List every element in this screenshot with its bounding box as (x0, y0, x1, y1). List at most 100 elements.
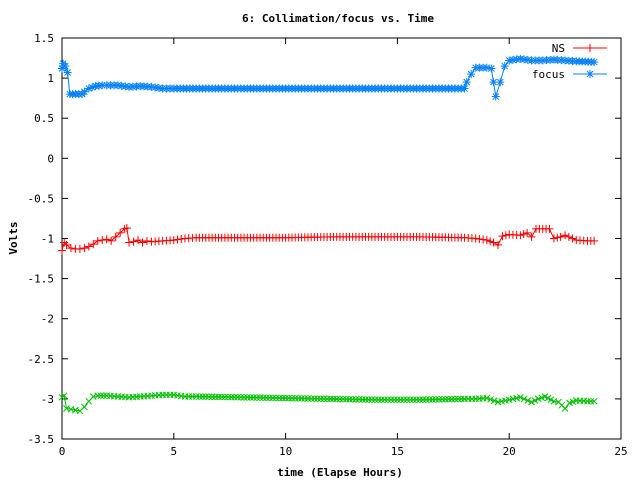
data-point (490, 397, 498, 405)
data-point (259, 394, 267, 402)
data-point (462, 78, 471, 87)
data-point (231, 393, 238, 401)
data-point (291, 394, 299, 402)
data-point (346, 395, 353, 403)
data-point (523, 228, 532, 237)
axis-ticks: 0 5 10 15 20 25 -3.5 -3 -2.5 -2 -1.5 -1 -0.5 0 0.5 1 1.5 (28, 32, 628, 458)
data-point (240, 393, 248, 401)
data-point (310, 395, 318, 402)
y-tick-label: 0 (47, 152, 54, 165)
data-point (355, 396, 363, 403)
data-point (422, 396, 430, 403)
data-point (323, 395, 331, 403)
legend-marker (586, 70, 594, 78)
data-point (61, 62, 70, 71)
data-point (487, 396, 494, 403)
data-point (524, 397, 532, 404)
data-point (482, 236, 491, 245)
data-point (256, 394, 264, 401)
data-point (519, 230, 528, 239)
data-point (177, 235, 186, 244)
data-point (98, 236, 107, 245)
data-point (429, 396, 436, 403)
data-point (89, 240, 98, 249)
x-tick-label: 25 (614, 445, 627, 458)
data-point (564, 232, 573, 241)
data-point (266, 394, 273, 402)
data-point (142, 236, 151, 245)
data-point (498, 232, 507, 241)
data-point (501, 231, 510, 240)
data-point (387, 396, 395, 404)
data-point (432, 396, 440, 403)
data-point (568, 234, 577, 243)
data-point (317, 395, 325, 403)
data-point (457, 395, 465, 403)
data-point (97, 392, 105, 400)
data-point (491, 92, 500, 101)
series-layer (58, 54, 599, 415)
data-point (475, 235, 484, 244)
data-point (81, 403, 88, 411)
series-ns (58, 224, 599, 255)
x-tick-label: 10 (279, 445, 292, 458)
data-point (272, 394, 280, 402)
y-tick-label: 1 (47, 72, 54, 85)
data-point (371, 396, 379, 404)
data-point (138, 238, 147, 247)
data-point (169, 236, 178, 245)
data-point (489, 238, 498, 247)
data-point (151, 83, 160, 92)
data-point (66, 244, 75, 253)
data-point (494, 240, 503, 249)
legend-label: focus (532, 68, 565, 81)
data-point (471, 234, 480, 243)
data-point (342, 395, 350, 403)
data-point (556, 232, 565, 241)
data-point (125, 238, 134, 247)
data-point (358, 396, 366, 403)
y-tick-label: 0.5 (34, 112, 54, 125)
data-point (75, 244, 84, 253)
data-point (196, 393, 203, 400)
data-point (100, 392, 108, 400)
y-tick-label: -1.5 (28, 273, 55, 286)
data-point (129, 237, 138, 246)
data-point (295, 394, 302, 402)
series-unnamed-1 (58, 391, 598, 415)
data-point (553, 233, 562, 242)
legend: NS focus (532, 42, 607, 81)
data-point (381, 396, 388, 404)
data-point (298, 395, 305, 402)
data-point (486, 237, 495, 246)
x-tick-label: 0 (59, 445, 66, 458)
x-axis-label: time (Elapse Hours) (277, 466, 403, 479)
data-point (62, 240, 71, 249)
data-point (243, 394, 251, 401)
y-tick-label: -2 (41, 313, 54, 326)
data-point (561, 405, 569, 412)
data-point (269, 394, 277, 402)
y-tick-label: -3 (41, 393, 54, 406)
legend-label: NS (552, 42, 565, 55)
data-point (460, 84, 469, 93)
data-point (208, 393, 216, 401)
series-focus (58, 54, 599, 101)
data-point (441, 395, 449, 403)
data-point (410, 396, 417, 404)
data-point (365, 396, 373, 403)
data-point (590, 58, 599, 67)
data-point (500, 62, 509, 71)
data-point (516, 231, 525, 240)
data-point (403, 396, 411, 404)
data-point (84, 242, 93, 251)
data-point (111, 232, 120, 241)
data-point (199, 393, 206, 400)
data-point (339, 395, 347, 403)
data-point (234, 393, 242, 401)
data-point (438, 395, 446, 403)
data-point (384, 396, 392, 404)
data-point (390, 396, 398, 404)
data-point (336, 395, 344, 403)
